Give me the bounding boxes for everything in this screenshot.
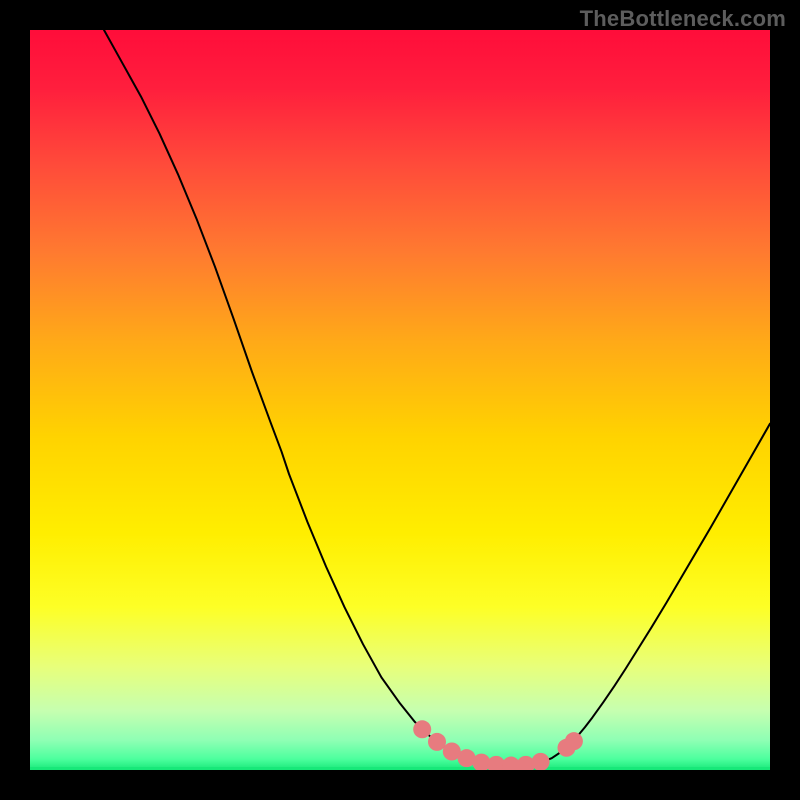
- optimal-baseline: [30, 767, 770, 770]
- sweet-spot-marker: [565, 732, 583, 750]
- sweet-spot-marker: [428, 733, 446, 751]
- plot-svg: [30, 30, 770, 770]
- plot-area: [30, 30, 770, 770]
- watermark-label: TheBottleneck.com: [580, 6, 786, 32]
- sweet-spot-marker: [413, 720, 431, 738]
- heatmap-background: [30, 30, 770, 770]
- chart-frame: TheBottleneck.com: [0, 0, 800, 800]
